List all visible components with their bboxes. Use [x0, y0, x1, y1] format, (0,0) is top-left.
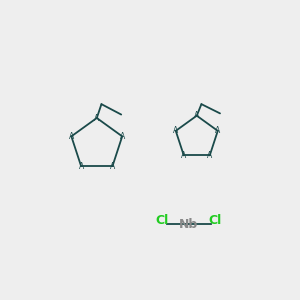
- Text: Cl: Cl: [155, 214, 169, 227]
- Text: Cl: Cl: [209, 214, 222, 227]
- Text: A: A: [215, 126, 220, 135]
- Text: A: A: [207, 151, 212, 160]
- Text: A: A: [120, 132, 125, 141]
- Text: Nb: Nb: [179, 218, 198, 231]
- Text: A: A: [94, 113, 99, 122]
- Text: A: A: [194, 111, 200, 120]
- Text: A: A: [69, 132, 74, 141]
- Text: A: A: [110, 162, 115, 171]
- Text: A: A: [181, 151, 186, 160]
- Text: A: A: [78, 162, 84, 171]
- Text: A: A: [173, 126, 178, 135]
